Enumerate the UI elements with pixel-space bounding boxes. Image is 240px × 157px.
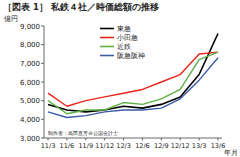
y-tick-label: 7,000 (20, 60, 40, 68)
series-line (48, 33, 218, 111)
legend-label: 東急 (117, 25, 131, 33)
series-line (48, 52, 218, 106)
legend-label: 阪急阪神 (117, 52, 145, 60)
x-axis (44, 138, 222, 139)
y-tick (41, 100, 44, 101)
legend-label: 小田急 (117, 34, 138, 42)
x-tick (180, 138, 181, 141)
y-tick-label: 6,000 (20, 79, 40, 87)
legend-label: 近鉄 (117, 43, 131, 51)
x-tick-label: 13/6 (211, 142, 226, 150)
y-tick-label: 8,000 (20, 41, 40, 49)
x-tick-label: 13/3 (192, 142, 207, 150)
y-tick (41, 82, 44, 83)
x-tick-label: 12/9 (154, 142, 169, 150)
x-tick-label: 11/9 (78, 142, 93, 150)
series-line (48, 58, 218, 118)
x-tick (66, 138, 67, 141)
legend-swatch (100, 55, 114, 57)
x-tick (161, 138, 162, 141)
x-tick (123, 138, 124, 141)
x-tick (104, 138, 105, 141)
x-tick-label: 12/6 (135, 142, 150, 150)
x-tick-label: 11/3 (41, 142, 56, 150)
x-tick-label: 11/6 (60, 142, 75, 150)
y-tick-label: 4,000 (20, 116, 40, 124)
y-tick-label: 9,000 (20, 23, 40, 31)
x-tick (85, 138, 86, 141)
x-tick (142, 138, 143, 141)
plot-area (48, 33, 218, 117)
annotation: 制作者：高田直芳＠公認会計士 (48, 130, 118, 136)
y-tick-label: 3,000 (20, 135, 40, 143)
y-tick (41, 138, 44, 139)
x-tick-label: 12/12 (171, 142, 190, 150)
y-tick (41, 26, 44, 27)
legend-swatch (100, 37, 114, 39)
legend-swatch (100, 28, 114, 30)
x-tick (48, 138, 49, 141)
x-tick (218, 138, 219, 141)
title: ［図表 1］ 私鉄４社／時価総額の推移 (3, 2, 159, 12)
x-tick (199, 138, 200, 141)
x-tick-label: 11/12 (95, 142, 114, 150)
series-line (48, 52, 218, 114)
y-tick (41, 63, 44, 64)
y-label: 億円 (4, 15, 18, 23)
y-tick (41, 44, 44, 45)
y-tick (41, 119, 44, 120)
y-tick-label: 5,000 (20, 97, 40, 105)
legend-swatch (100, 46, 114, 48)
x-tick-label: 12/3 (116, 142, 131, 150)
x-label: 年月 (224, 149, 238, 157)
